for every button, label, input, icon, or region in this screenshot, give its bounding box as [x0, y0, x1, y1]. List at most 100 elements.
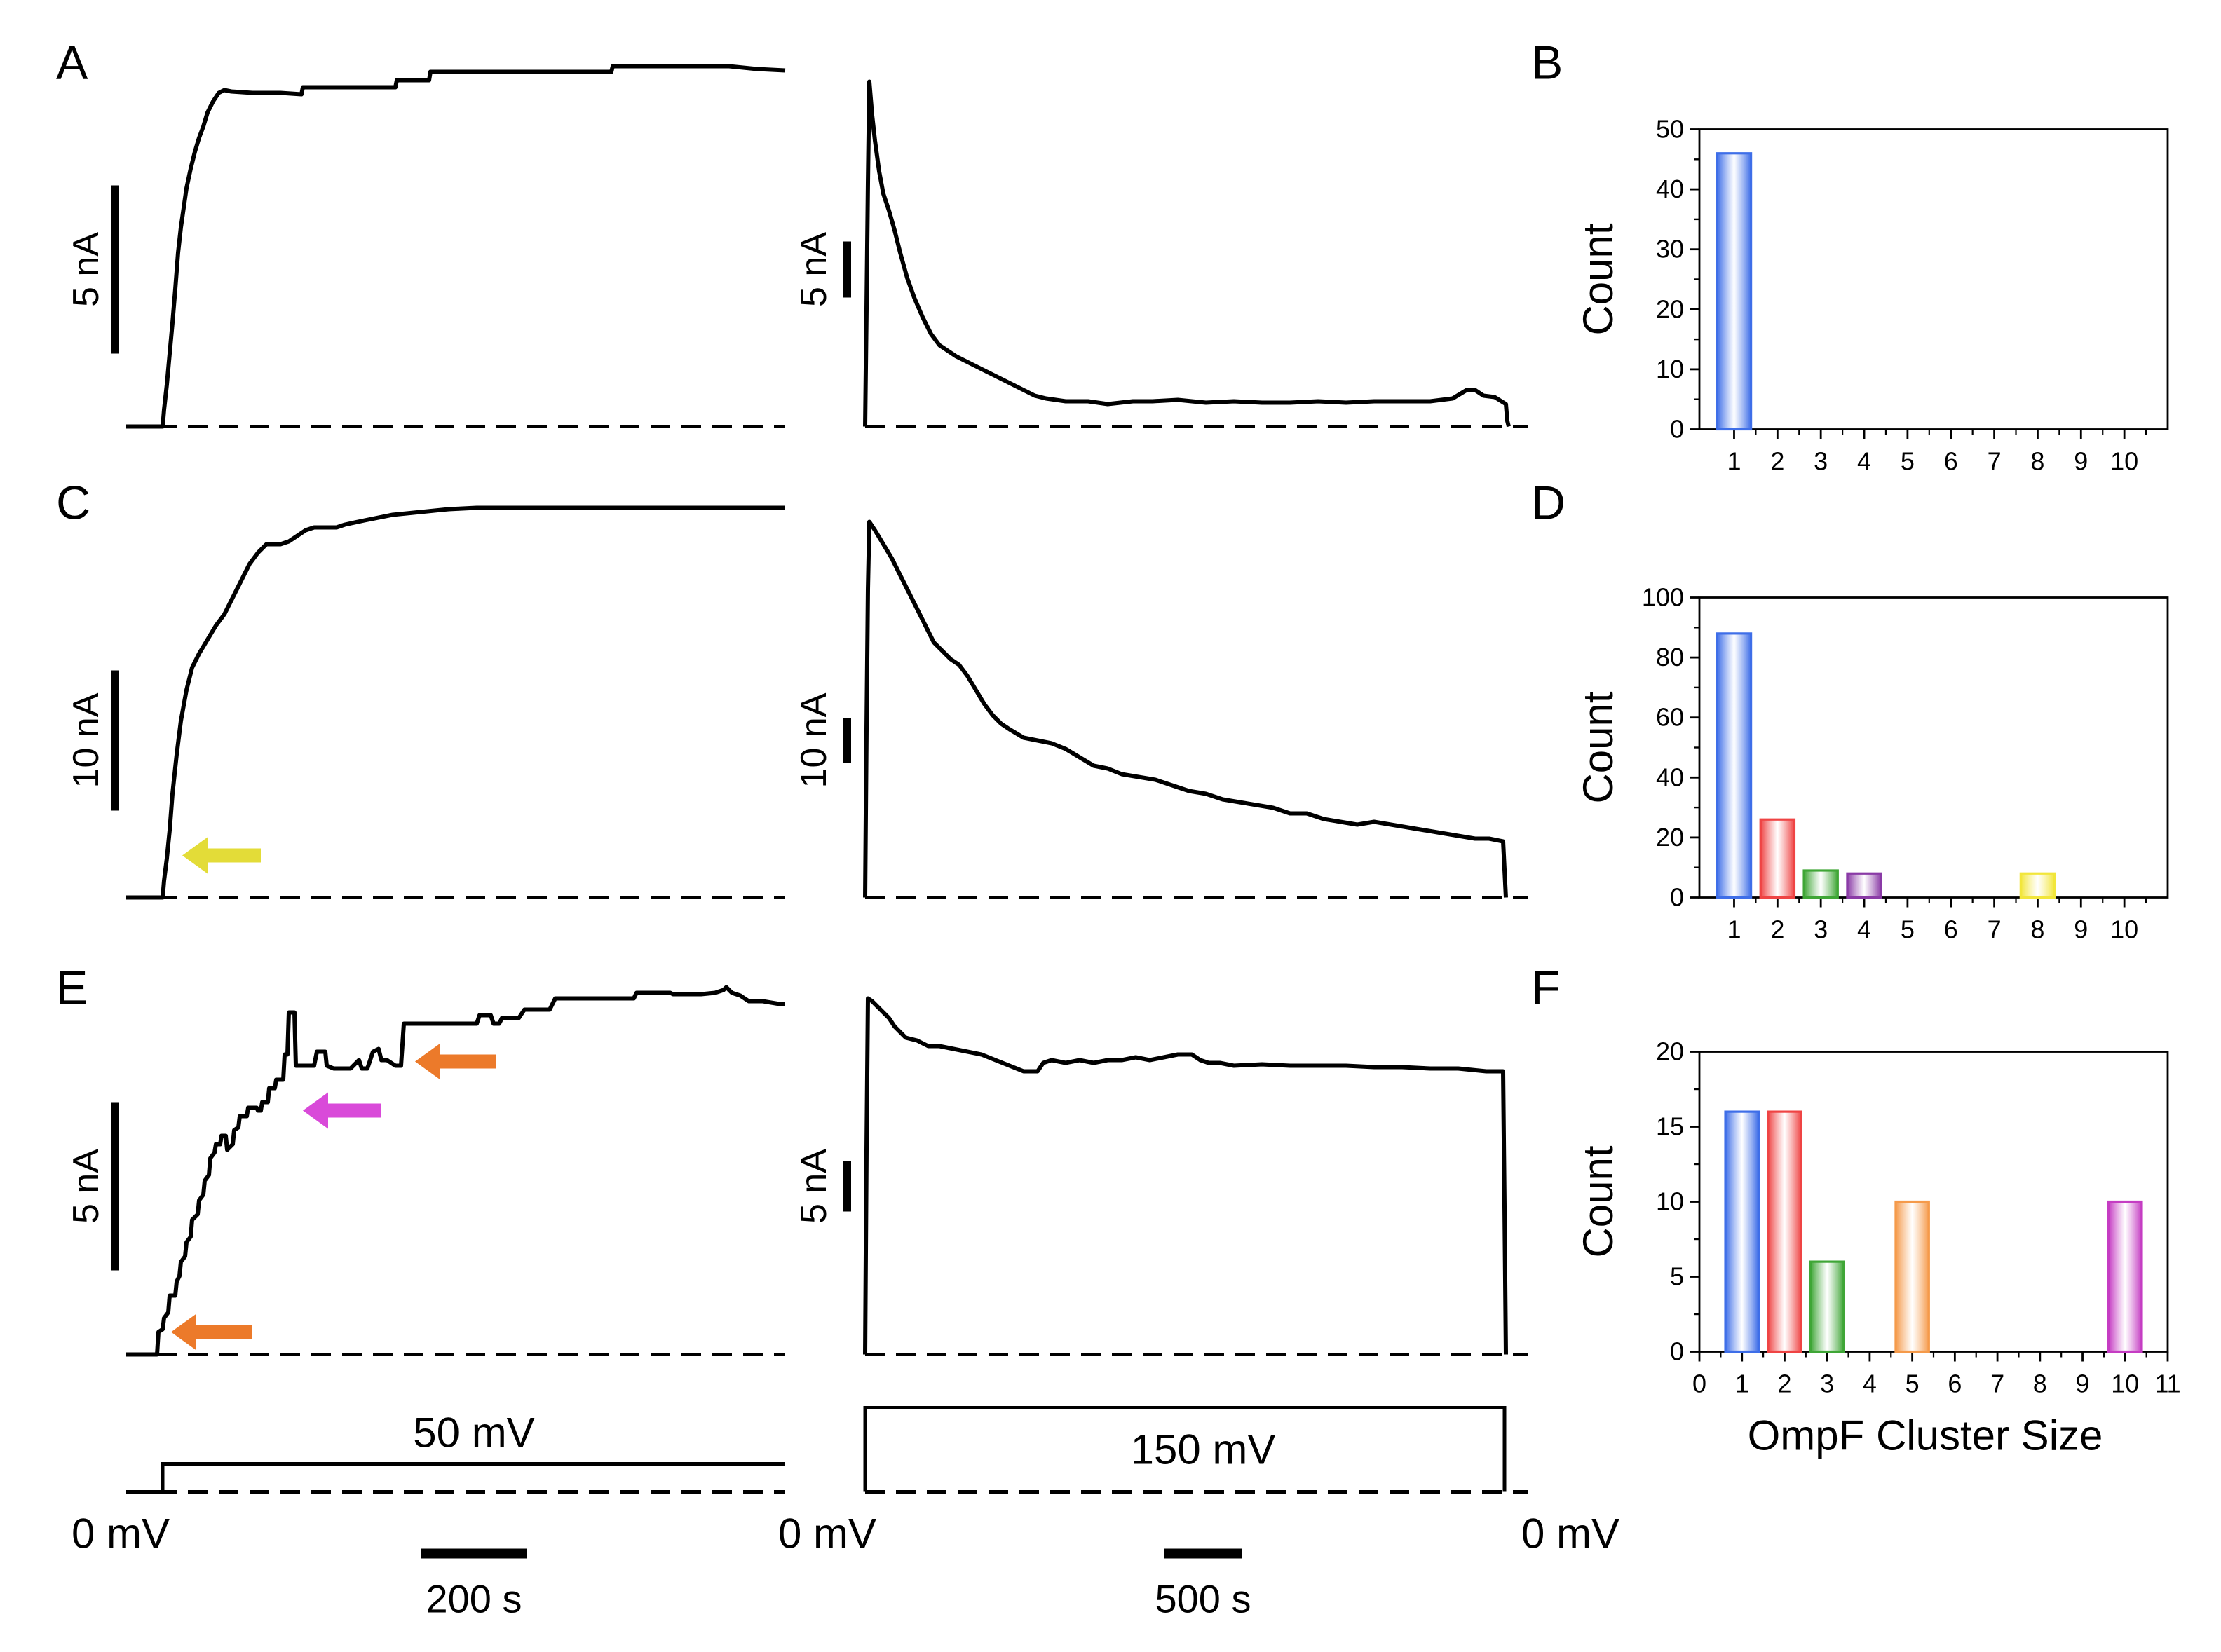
protocol-label-left: 50 mV — [413, 1409, 534, 1456]
arrow-orange-e-lower — [171, 1313, 252, 1351]
ylabel-d: Count — [1575, 691, 1622, 803]
panel-label-a: A — [56, 36, 88, 90]
xtick-label-d-10: 10 — [2110, 915, 2138, 944]
ytick-label-d-100: 100 — [1642, 583, 1684, 612]
bar-b-1 — [1716, 152, 1753, 431]
scale-label-a-right: 5 nA — [794, 232, 834, 307]
ytick-label-d-80: 80 — [1656, 643, 1684, 671]
xtick-label-d-1: 1 — [1727, 915, 1741, 944]
bar-d-2 — [1759, 818, 1796, 899]
xtick-label-d-9: 9 — [2074, 915, 2088, 944]
bar-d-8 — [2019, 872, 2056, 899]
scale-label-e-right: 5 nA — [794, 1149, 834, 1224]
xlabel-f: OmpF Cluster Size — [1748, 1412, 2103, 1459]
ytick-label-b-40: 40 — [1656, 175, 1684, 203]
ytick-label-f-15: 15 — [1656, 1112, 1684, 1141]
zero-mv-label-2: 0 mV — [778, 1510, 876, 1557]
panel-label-f: F — [1531, 962, 1561, 1015]
trace-row-a: 5 nA 5 nA — [66, 64, 1528, 429]
bar-f-1 — [1724, 1110, 1760, 1353]
bar-f-5 — [1894, 1200, 1930, 1353]
panel-label-c: C — [56, 477, 90, 530]
xtick-label-b-3: 3 — [1814, 447, 1828, 476]
trace-row-e: 5 nA 5 nA — [66, 985, 1528, 1357]
current-trace-c-left — [126, 505, 785, 900]
ytick-label-b-0: 0 — [1670, 415, 1684, 444]
xtick-label-d-3: 3 — [1814, 915, 1828, 944]
xtick-label-d-6: 6 — [1944, 915, 1958, 944]
xtick-label-b-6: 6 — [1944, 447, 1958, 476]
scale-label-e-left: 5 nA — [66, 1149, 107, 1224]
xtick-label-f-5: 5 — [1906, 1370, 1920, 1398]
xtick-label-f-9: 9 — [2076, 1370, 2090, 1398]
xtick-label-d-8: 8 — [2030, 915, 2044, 944]
xtick-label-f-10: 10 — [2111, 1370, 2139, 1398]
scale-label-a-left: 5 nA — [66, 232, 107, 307]
xtick-label-f-6: 6 — [1948, 1370, 1962, 1398]
bar-f-2 — [1767, 1110, 1802, 1353]
scale-label-c-left: 10 nA — [66, 692, 107, 788]
ytick-label-b-10: 10 — [1656, 355, 1684, 383]
arrow-yellow-c — [182, 837, 261, 874]
xtick-label-d-5: 5 — [1901, 915, 1915, 944]
xtick-label-b-8: 8 — [2030, 447, 2044, 476]
xtick-label-f-1: 1 — [1735, 1370, 1749, 1398]
bar-f-3 — [1809, 1260, 1845, 1353]
ytick-label-d-60: 60 — [1656, 703, 1684, 732]
xtick-label-b-1: 1 — [1727, 447, 1741, 476]
zero-mv-label-1: 0 mV — [72, 1510, 170, 1557]
time-scale-label-left: 200 s — [426, 1577, 522, 1621]
current-trace-a-left — [126, 64, 786, 429]
trace-row-c: 10 nA 10 nA — [66, 505, 1528, 900]
xtick-label-f-4: 4 — [1863, 1370, 1877, 1398]
plot-frame-b — [1698, 128, 2169, 430]
ytick-label-b-50: 50 — [1656, 115, 1684, 144]
histogram-d: 0 20 40 60 80 100 1 2 3 4 5 6 7 8 9 10 Count — [1575, 583, 2169, 944]
protocol-step-left — [126, 1462, 785, 1494]
bar-d-1 — [1716, 632, 1753, 899]
xtick-label-b-2: 2 — [1770, 447, 1784, 476]
time-scale-label-right: 500 s — [1155, 1577, 1251, 1621]
xtick-label-f-2: 2 — [1777, 1370, 1791, 1398]
bar-d-4 — [1846, 872, 1882, 899]
ytick-label-f-10: 10 — [1656, 1187, 1684, 1216]
scale-label-c-right: 10 nA — [794, 692, 834, 788]
ylabel-f: Count — [1575, 1145, 1622, 1257]
xtick-label-f-0: 0 — [1692, 1370, 1706, 1398]
voltage-protocol: 50 mV 150 mV 0 mV 0 mV 0 mV 200 s 500 s — [72, 1406, 1619, 1621]
xtick-label-d-7: 7 — [1988, 915, 2002, 944]
xtick-label-f-11: 11 — [2154, 1370, 2180, 1398]
ytick-label-d-40: 40 — [1656, 763, 1684, 791]
current-trace-c-right — [863, 519, 1508, 898]
bar-d-3 — [1802, 869, 1839, 899]
current-trace-e-left — [126, 985, 785, 1357]
panel-label-e: E — [56, 962, 88, 1015]
bar-f-10 — [2107, 1200, 2143, 1353]
current-trace-a-right — [863, 79, 1511, 428]
xtick-label-d-2: 2 — [1770, 915, 1784, 944]
xtick-label-d-4: 4 — [1857, 915, 1871, 944]
xtick-label-b-10: 10 — [2110, 447, 2138, 476]
protocol-label-right: 150 mV — [1131, 1426, 1276, 1473]
arrow-magenta-e — [303, 1092, 381, 1129]
protocol-step-right — [863, 1406, 1507, 1492]
zero-mv-label-3: 0 mV — [1521, 1510, 1619, 1557]
xtick-label-f-3: 3 — [1820, 1370, 1834, 1398]
xtick-label-b-9: 9 — [2074, 447, 2088, 476]
panel-label-d: D — [1531, 477, 1565, 530]
ytick-label-d-0: 0 — [1670, 883, 1684, 912]
xtick-label-f-8: 8 — [2033, 1370, 2047, 1398]
ytick-label-b-20: 20 — [1656, 294, 1684, 323]
ytick-label-b-30: 30 — [1656, 235, 1684, 264]
panel-label-b: B — [1531, 36, 1563, 90]
xtick-label-b-5: 5 — [1901, 447, 1915, 476]
current-trace-e-right — [863, 996, 1508, 1355]
ytick-label-d-20: 20 — [1656, 823, 1684, 852]
xtick-label-b-4: 4 — [1857, 447, 1871, 476]
arrow-orange-e-upper — [415, 1043, 496, 1080]
ylabel-b: Count — [1575, 223, 1622, 335]
xtick-label-b-7: 7 — [1988, 447, 2002, 476]
